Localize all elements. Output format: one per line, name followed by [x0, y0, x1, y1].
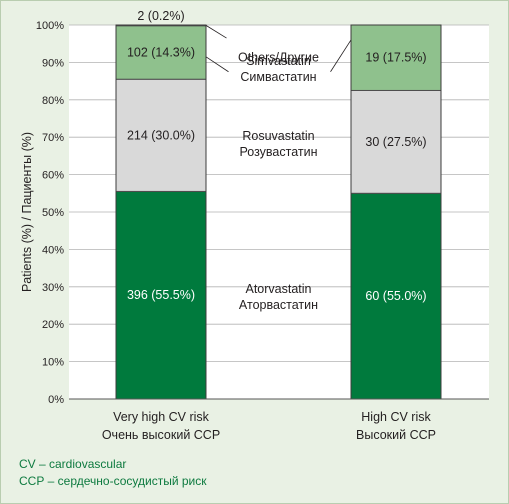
y-axis-label: Patients (%) / Пациенты (%) — [20, 132, 34, 292]
x-category-label: Very high CV risk — [113, 410, 210, 424]
x-axis-categories: Very high CV risk Очень высокий ССР High C… — [102, 410, 436, 442]
y-tick-label: 10% — [42, 357, 64, 369]
y-tick-label: 80% — [42, 95, 64, 107]
bar-segment — [350, 192, 442, 400]
y-tick-label: 20% — [42, 319, 64, 331]
y-axis-ticks: 0% 10% 20% 30% 40% 50% 60% 70% 80% 90% 100% — [36, 20, 64, 406]
footnote-cv: CV – cardiovascular — [19, 457, 127, 471]
connector-line — [205, 56, 229, 73]
connector-line — [205, 25, 227, 39]
annotation-connectors — [205, 25, 352, 73]
data-label: 2 (0.2%) — [137, 9, 184, 23]
data-label: 19 (17.5%) — [365, 51, 426, 65]
bar-segment — [350, 24, 442, 91]
data-label: 102 (14.3%) — [127, 45, 195, 59]
y-tick-label: 100% — [36, 20, 64, 32]
y-tick-label: 50% — [42, 207, 64, 219]
y-tick-label: 70% — [42, 132, 64, 144]
x-category-label: High CV risk — [361, 410, 431, 424]
annotation-label: Розувастатин — [239, 145, 317, 159]
data-label: 30 (27.5%) — [365, 135, 426, 149]
y-tick-label: 90% — [42, 57, 64, 69]
y-tick-label: 60% — [42, 170, 64, 182]
annotation-label: Симвастатин — [240, 70, 316, 84]
stacked-bar-chart: 0% 10% 20% 30% 40% 50% 60% 70% 80% 90% 100% 396 (5… — [20, 9, 489, 442]
data-label: 396 (55.5%) — [127, 288, 195, 302]
annotation-label: Аторвастатин — [239, 298, 318, 312]
data-label: 60 (55.0%) — [365, 289, 426, 303]
data-label: 214 (30.0%) — [127, 128, 195, 142]
annotation-label: Rosuvastatin — [242, 129, 314, 143]
x-category-label: Высокий ССР — [356, 428, 436, 442]
annotation-label: Others/Другие — [238, 51, 319, 65]
footnote-ccr: ССР – сердечно-сосудистый риск — [19, 474, 207, 488]
annotation-label: Simvastatin — [246, 54, 311, 68]
bars: 396 (55.5%) 214 (30.0%) 102 (14.3%) 2 (0.2%… — [115, 9, 442, 400]
connector-line — [330, 39, 352, 72]
y-tick-label: 0% — [48, 394, 64, 406]
y-tick-label: 40% — [42, 244, 64, 256]
y-tick-label: 30% — [42, 282, 64, 294]
x-category-label: Очень высокий ССР — [102, 428, 220, 442]
annotation-label: Atorvastatin — [245, 282, 311, 296]
